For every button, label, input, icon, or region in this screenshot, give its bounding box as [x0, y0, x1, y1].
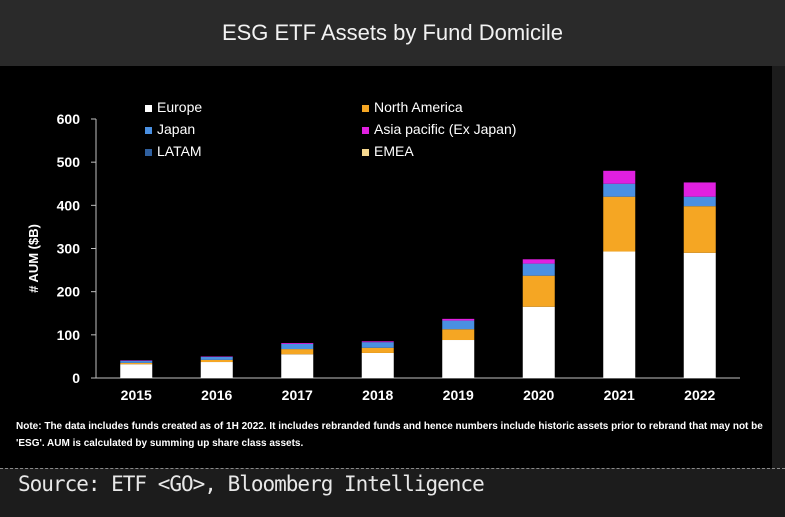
y-tick-label: 0: [72, 370, 80, 386]
bar-north-america-2015: [120, 362, 153, 365]
bar-north-america-2021: [603, 196, 636, 252]
bar-europe-2017: [281, 354, 314, 378]
bar-europe-2016: [200, 362, 233, 378]
bar-japan-2020: [522, 263, 555, 276]
bar-north-america-2022: [683, 206, 716, 253]
x-tick-label: 2015: [121, 387, 152, 403]
y-tick-label: 300: [57, 241, 81, 257]
x-tick-label: 2016: [201, 387, 232, 403]
stacked-bar-chart: 0 100 200 300 400 500 600 # AUM ($B) 2015 2016 201…: [26, 99, 740, 403]
bar-asia-pacific-ex-japan--2022: [683, 182, 716, 197]
divider: [0, 468, 785, 469]
y-tick-label: 100: [57, 327, 81, 343]
y-axis-label: # AUM ($B): [26, 224, 41, 293]
legend-label: EMEA: [374, 143, 414, 159]
x-tick-label: 2022: [684, 387, 715, 403]
bar-europe-2018: [361, 352, 394, 378]
bar-europe-2020: [522, 306, 555, 378]
bar-asia-pacific-ex-japan--2018: [361, 341, 394, 343]
bar-north-america-2018: [361, 347, 394, 353]
legend-label: Asia pacific (Ex Japan): [374, 121, 516, 137]
source-text: Source: ETF <GO>, Bloomberg Intelligence: [18, 472, 485, 496]
y-tick-label: 600: [57, 111, 81, 127]
legend-swatch: [145, 105, 152, 112]
bar-japan-2022: [683, 196, 716, 207]
bar-japan-2021: [603, 183, 636, 197]
legend-swatch: [362, 105, 369, 112]
bar-japan-2018: [361, 342, 394, 348]
legend-swatch: [145, 127, 152, 134]
x-tick-label: 2017: [282, 387, 313, 403]
bar-japan-2017: [281, 343, 314, 350]
x-tick-label: 2018: [362, 387, 393, 403]
bar-europe-2015: [120, 364, 153, 378]
chart-note: Note: The data includes funds created as…: [16, 421, 763, 449]
bar-asia-pacific-ex-japan--2017: [281, 343, 314, 344]
legend-swatch: [362, 127, 369, 134]
bar-japan-2016: [200, 356, 233, 360]
bar-japan-2015: [120, 360, 153, 363]
legend-swatch: [145, 149, 152, 156]
y-tick-label: 500: [57, 154, 81, 170]
bar-north-america-2017: [281, 349, 314, 355]
legend-label: Japan: [157, 121, 195, 137]
legend-label: Europe: [157, 99, 202, 115]
bar-north-america-2020: [522, 275, 555, 307]
chart-panel: [0, 66, 772, 468]
x-tick-label: 2019: [443, 387, 474, 403]
bar-asia-pacific-ex-japan--2020: [522, 259, 555, 264]
chart-title: ESG ETF Assets by Fund Domicile: [0, 0, 785, 66]
x-tick-label: 2021: [604, 387, 635, 403]
y-tick-label: 200: [57, 284, 81, 300]
legend-label: LATAM: [157, 143, 202, 159]
legend-swatch: [362, 149, 369, 156]
bar-north-america-2016: [200, 359, 233, 363]
bar-north-america-2019: [442, 329, 475, 341]
legend-label: North America: [374, 99, 463, 115]
bar-europe-2019: [442, 340, 475, 378]
x-tick-label: 2020: [523, 387, 554, 403]
bar-asia-pacific-ex-japan--2019: [442, 318, 475, 321]
bar-asia-pacific-ex-japan--2021: [603, 170, 636, 184]
bar-europe-2022: [683, 252, 716, 378]
bar-europe-2021: [603, 251, 636, 378]
bar-japan-2019: [442, 320, 475, 330]
y-tick-label: 400: [57, 197, 81, 213]
